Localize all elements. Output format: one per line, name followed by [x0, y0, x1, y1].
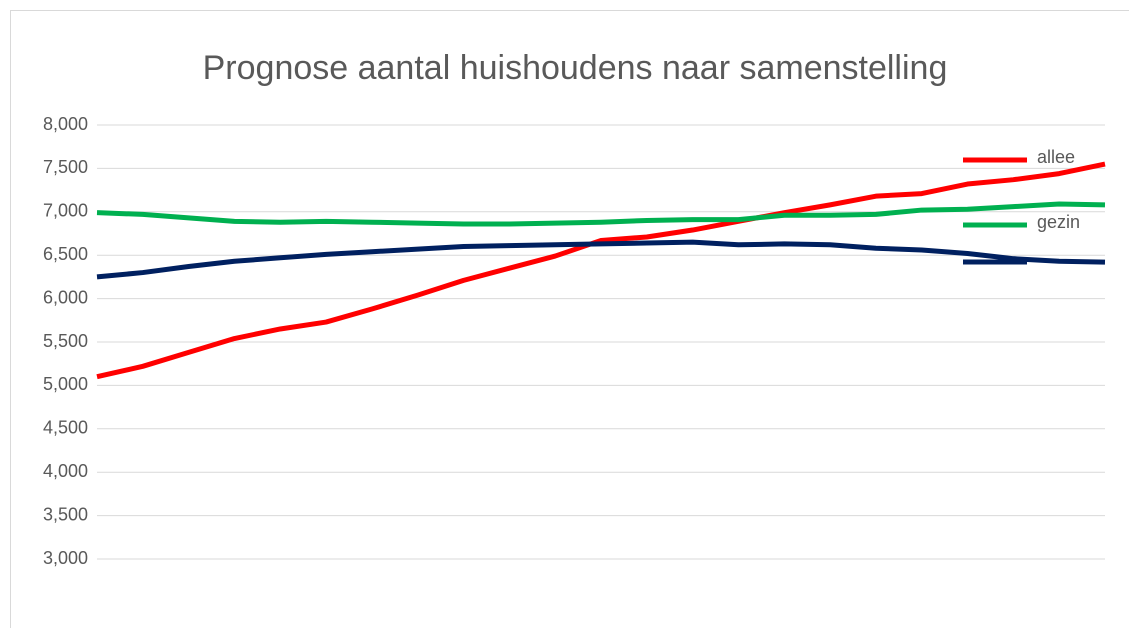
y-tick-label: 6,000 — [43, 287, 88, 307]
series-line — [96, 239, 1106, 280]
y-tick-label: 7,500 — [43, 157, 88, 177]
y-tick-label: 3,000 — [43, 548, 88, 568]
y-tick-label: 3,500 — [43, 504, 88, 524]
y-tick-label: 8,000 — [43, 114, 88, 134]
chart-title: Prognose aantal huishoudens naar samenst… — [203, 49, 948, 87]
y-tick-label: 6,500 — [43, 244, 88, 264]
legend-label: allee — [1037, 147, 1075, 167]
y-tick-label: 4,500 — [43, 418, 88, 438]
y-tick-label: 7,000 — [43, 201, 88, 221]
y-tick-label: 5,000 — [43, 374, 88, 394]
series-line — [96, 201, 1106, 227]
chart-frame — [10, 10, 1129, 628]
y-tick-label: 4,000 — [43, 461, 88, 481]
legend-label: gezin — [1037, 212, 1080, 232]
series-line — [96, 161, 1106, 380]
y-tick-label: 5,500 — [43, 331, 88, 351]
